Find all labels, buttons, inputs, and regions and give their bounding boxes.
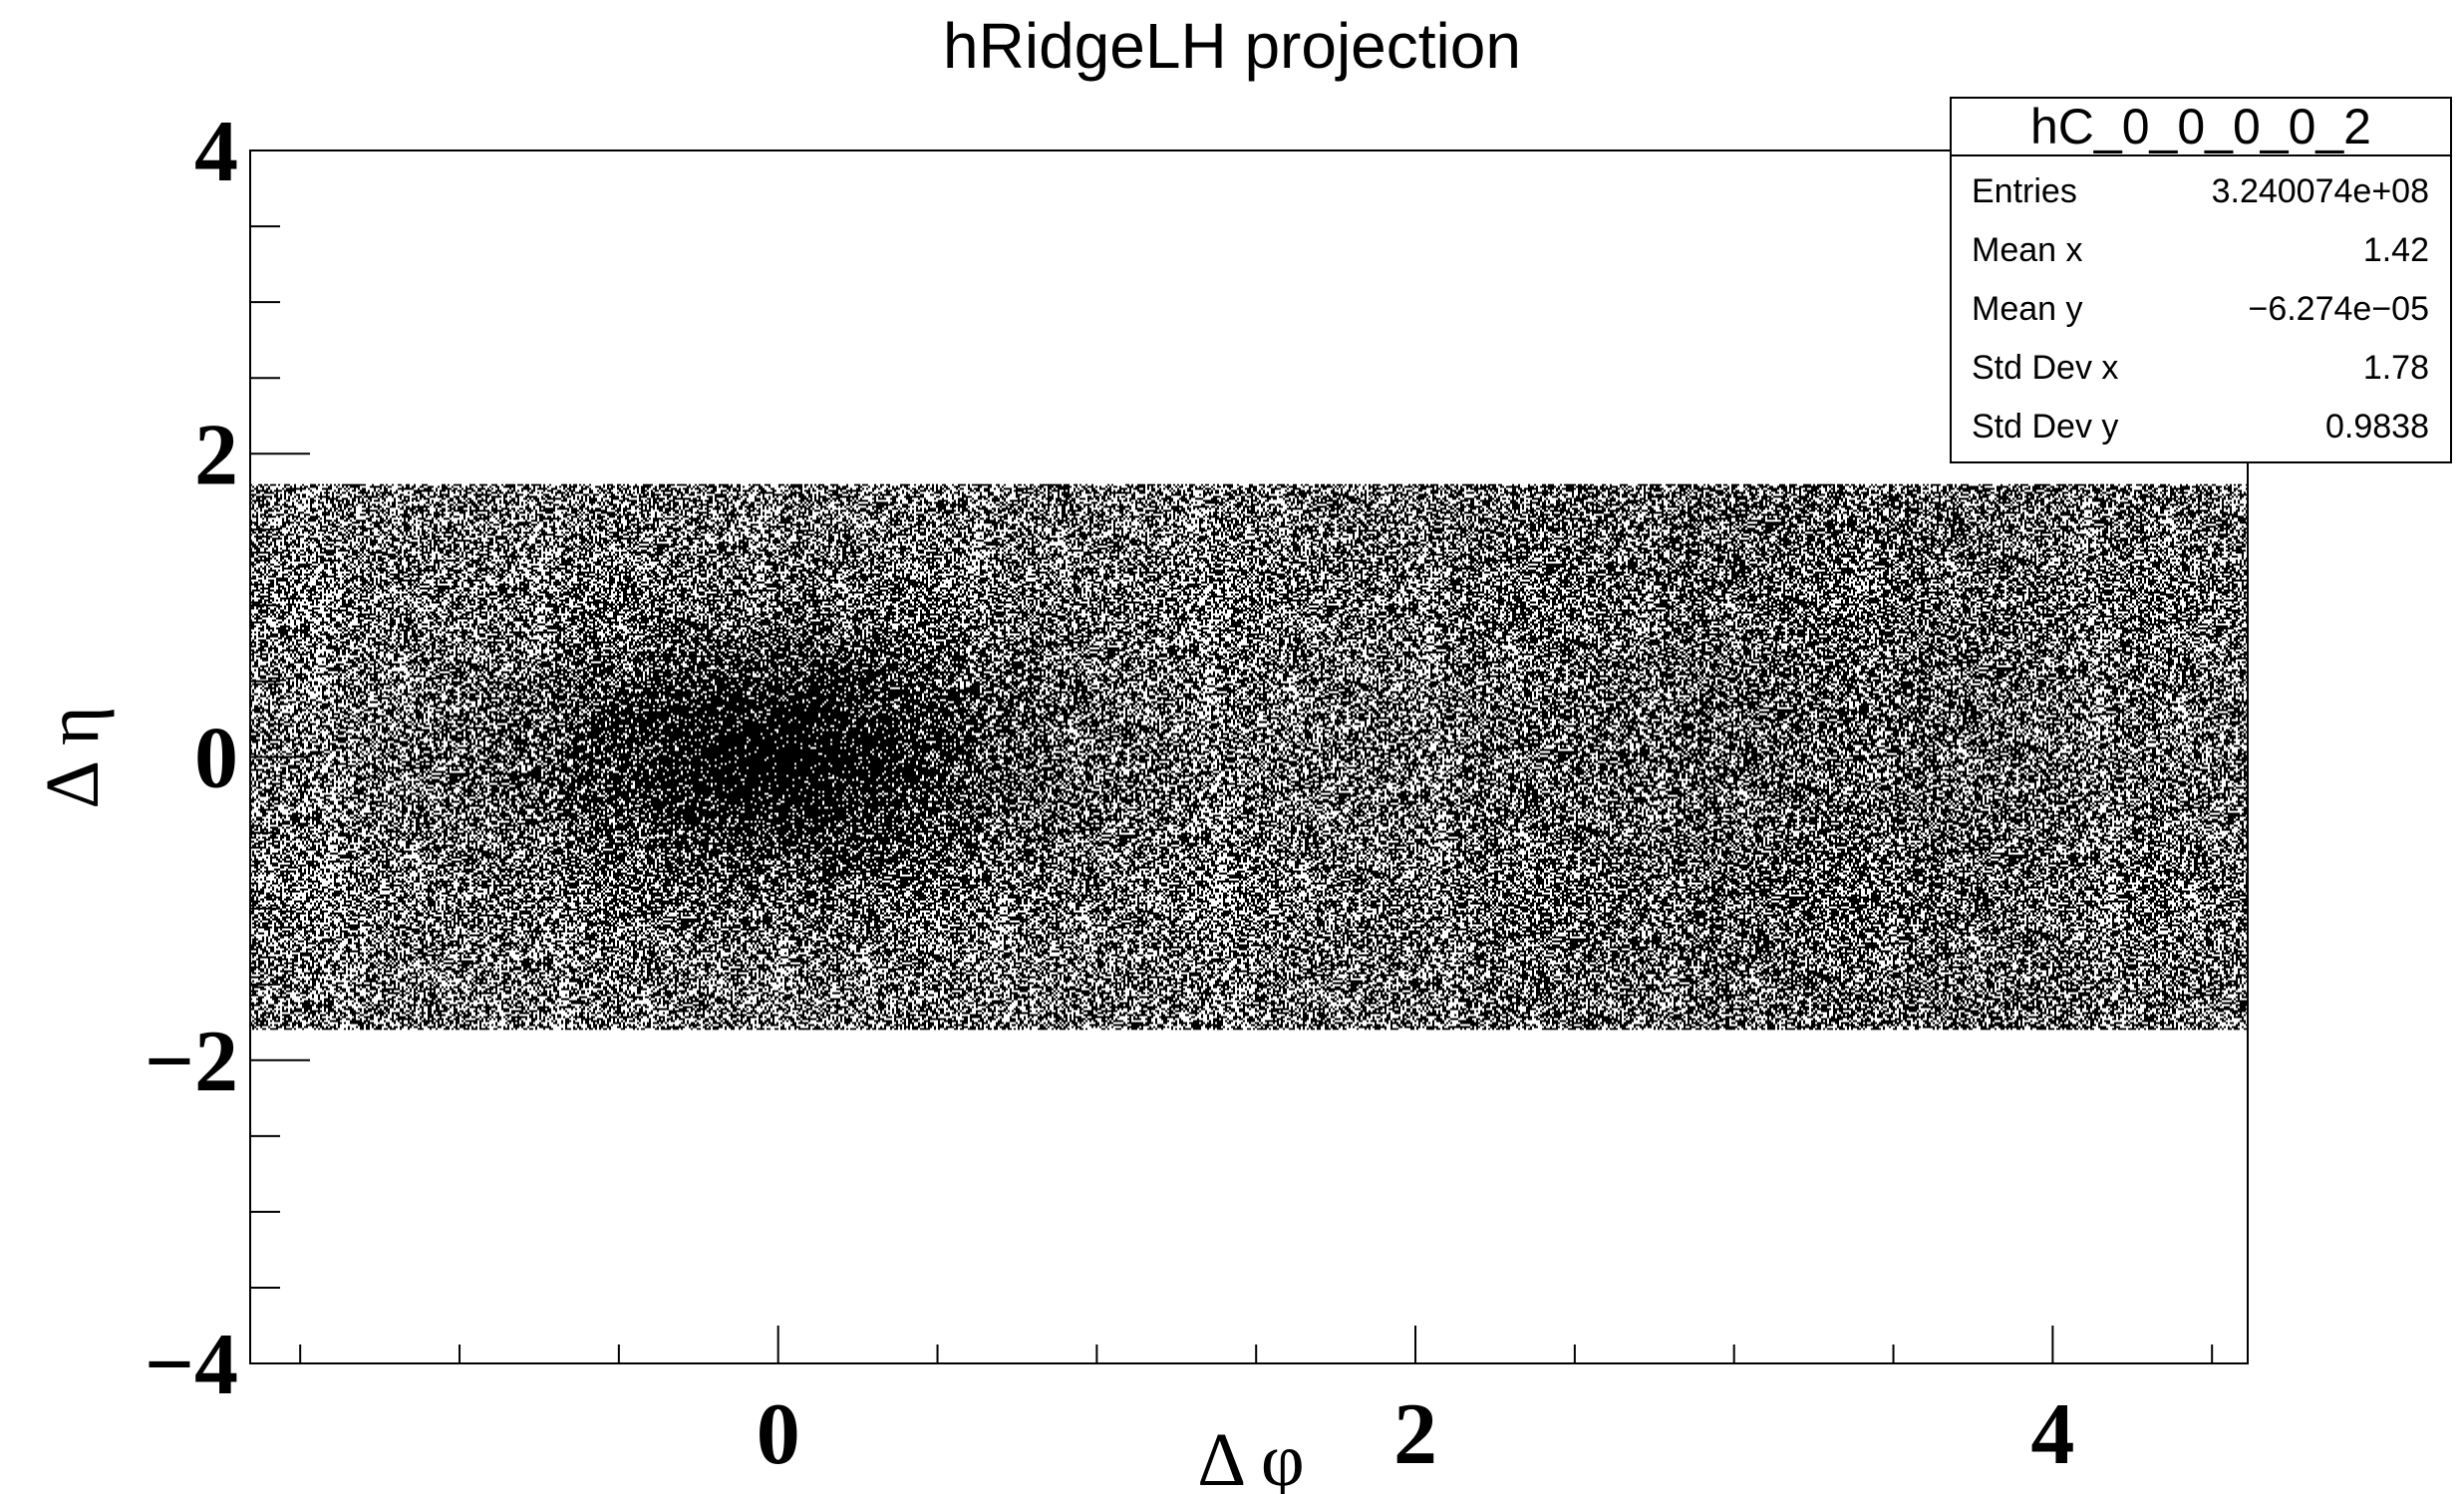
stats-box-frame [1950,97,2452,463]
stats-box-title: hC_0_0_0_0_2 [2030,99,2371,154]
stats-label: Mean x [1972,231,2083,269]
stats-rows: Entries 3.240074e+08 Mean x 1.42 Mean y −6.27… [1972,172,2429,446]
stats-label: Entries [1972,172,2077,210]
y-axis-title: Δ η [31,706,115,808]
y-tick-label: 4 [194,104,238,200]
chart-title: hRidgeLH projection [943,10,1521,82]
stats-box: hC_0_0_0_0_2 Entries 3.240074e+08 Mean x 1.… [1950,97,2452,463]
y-axis-tick-labels: 4 2 0 −2 −4 [145,104,238,1413]
x-tick-label: 2 [1393,1386,1437,1483]
heatmap-layer [250,483,2248,1031]
stats-label: Mean y [1972,290,2083,328]
y-tick-label: 2 [194,407,238,503]
stats-value: 3.240074e+08 [2212,172,2429,210]
scatter-density-image [250,483,2248,1031]
y-tick-label: −2 [145,1014,238,1110]
stats-value: 1.78 [2363,349,2429,387]
stats-value: 1.42 [2363,231,2429,269]
stats-value: 0.9838 [2325,408,2429,446]
y-tick-label: −4 [145,1317,238,1413]
stats-value: −6.274e−05 [2248,290,2429,328]
x-tick-label: 0 [757,1386,800,1483]
x-axis-ticks [299,1326,2214,1363]
y-tick-label: 0 [194,711,238,807]
y-axis-ticks [250,149,310,1364]
stats-label: Std Dev x [1972,349,2118,387]
x-axis-title: Δ φ [1197,1418,1305,1494]
x-axis-tick-labels: 0 2 4 [757,1386,2075,1483]
stats-label: Std Dev y [1972,408,2118,446]
x-tick-label: 4 [2030,1386,2074,1483]
